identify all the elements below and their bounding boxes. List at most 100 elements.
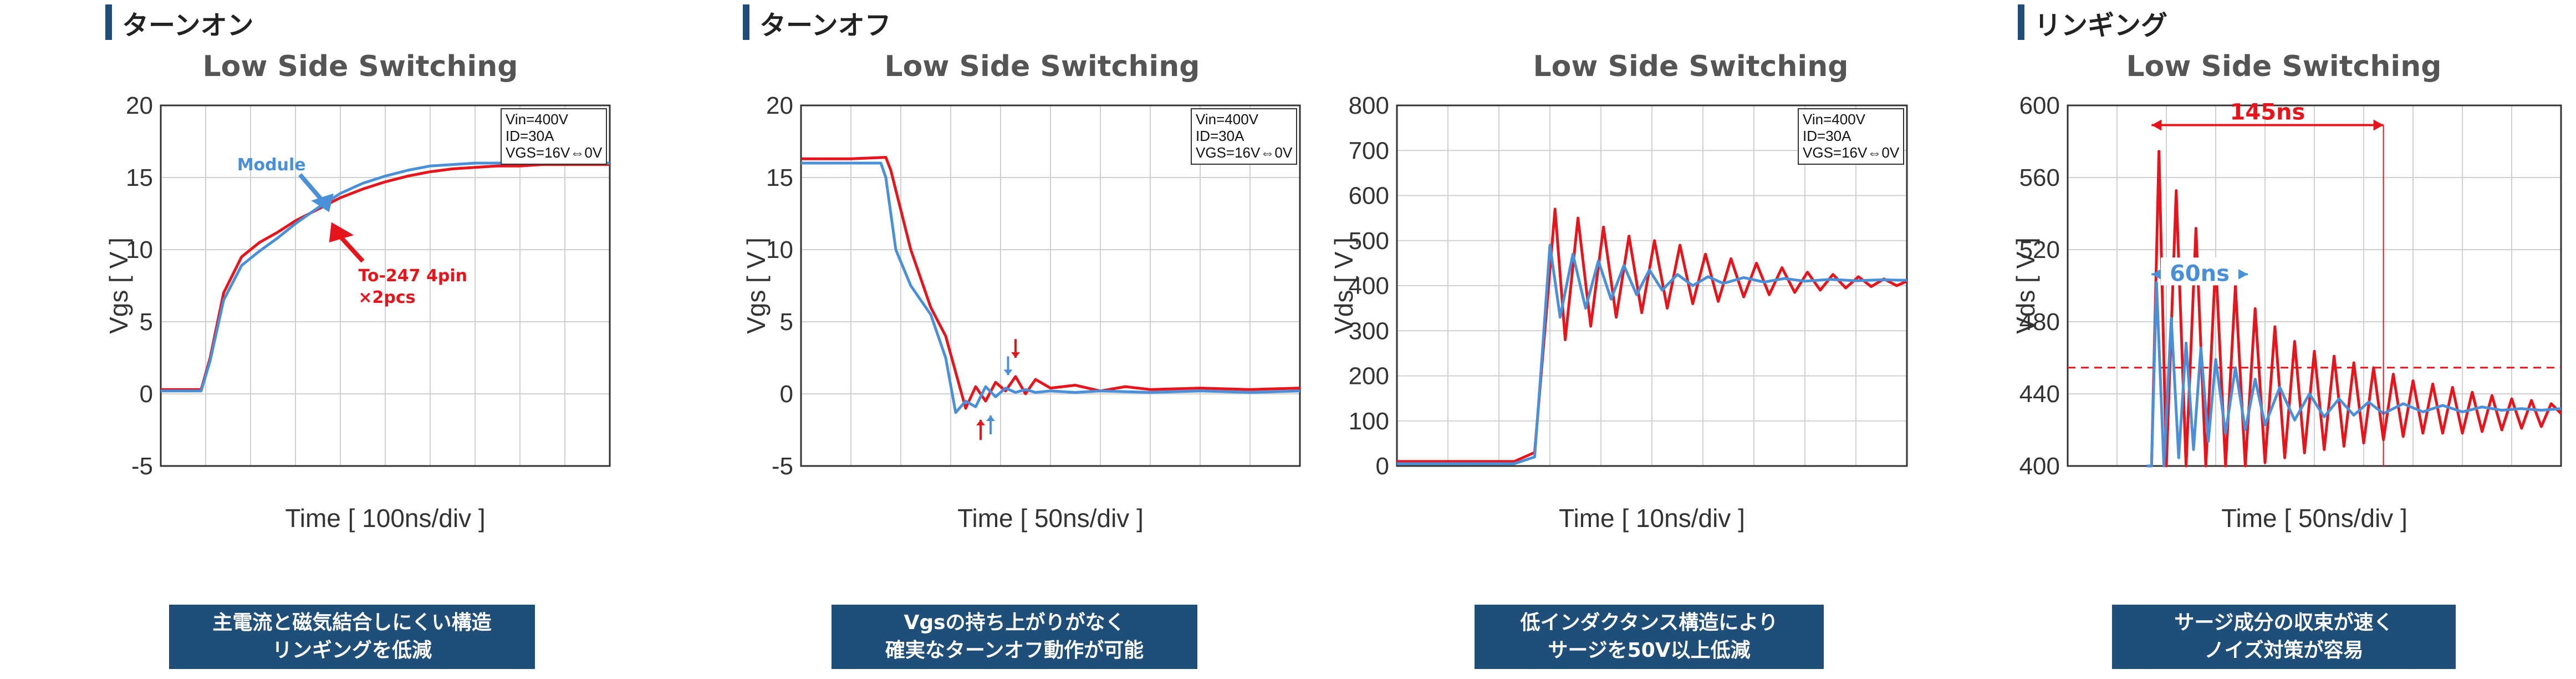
section-marker [743, 4, 749, 40]
y-tick-label: 20 [126, 92, 153, 119]
section-title: ターンオン [122, 10, 254, 41]
condition-text: VGS=16V⇔0V [1803, 144, 1900, 161]
caption-line-1: 主電流と磁気結合しにくい構造 [212, 611, 492, 634]
chart-turn-on: 20 15 10 5 0 -5 Time [ 100ns/div ] Vgs [ V ] Vin… [104, 92, 611, 533]
y-tick-label: 10 [766, 236, 793, 264]
span-145ns-arrow-right [2373, 119, 2384, 131]
annotation-2pcs: ×2pcs [358, 288, 415, 307]
chart-title: Low Side Switching [884, 50, 1200, 83]
y-axis-label: Vds [ V ] [1329, 237, 1358, 334]
chart-title: Low Side Switching [1533, 50, 1849, 83]
y-tick-label: 5 [780, 308, 793, 336]
caption-line-1: 低インダクタンス構造により [1520, 611, 1778, 634]
y-tick-label: 15 [126, 164, 153, 191]
y-tick-label: 700 [1349, 137, 1389, 164]
conditions-box [1798, 108, 1904, 165]
y-axis-label: Vgs [ V ] [742, 237, 771, 334]
chart-turn-off: 20 15 10 5 0 -5 Time [ 50ns/div ] Vgs [ V ] Vin=… [742, 92, 1301, 533]
annotation-to247: To-247 4pin [358, 266, 467, 286]
y-tick-label: -5 [772, 453, 793, 480]
caption-box: Vgsの持ち上がりがなく 確実なターンオフ動作が可能 [832, 605, 1197, 669]
y-tick-label: 10 [126, 236, 153, 264]
y-tick-label: 20 [766, 92, 793, 119]
y-tick-label: 800 [1349, 92, 1389, 119]
caption-line-2: リンギングを低減 [272, 639, 432, 662]
span-60ns-label: 60ns [2170, 261, 2230, 286]
condition-text: VGS=16V⇔0V [1196, 144, 1293, 161]
y-axis-label: Vds [ V ] [2011, 237, 2040, 334]
conditions-box [501, 108, 607, 165]
condition-text: VGS=16V⇔0V [506, 144, 603, 161]
section-title: リンギング [2034, 10, 2168, 41]
y-tick-label: 440 [2019, 381, 2060, 408]
caption-box: 低インダクタンス構造により サージを50V以上低減 [1475, 605, 1824, 669]
chart-vds-surge: 800 700 600 500 400 300 200 100 0 Time [ 10ns/div… [1329, 92, 1908, 533]
y-tick-label: 400 [2019, 453, 2060, 480]
panel-vds-surge: Low Side Switching 800 700 600 500 400 300 200… [1329, 0, 1924, 679]
caption-line-2: サージを50V以上低減 [1548, 639, 1751, 662]
plot-frame [2067, 104, 2562, 467]
y-tick-label: 5 [140, 308, 153, 336]
chart-title: Low Side Switching [2126, 50, 2442, 83]
arrow-head-blue [311, 193, 334, 212]
arrow-up-red-head [976, 419, 985, 425]
condition-text: Vin=400V [1803, 111, 1866, 128]
caption-line-1: Vgsの持ち上がりがなく [904, 611, 1125, 634]
caption-line-2: 確実なターンオフ動作が可能 [885, 639, 1144, 662]
y-tick-label: 0 [140, 381, 153, 408]
annotation-arrow-red [339, 235, 365, 263]
series-line-blue [801, 161, 1300, 414]
y-tick-label: 600 [1349, 183, 1389, 210]
span-60ns-arrow-left [2151, 268, 2162, 280]
chart-ringing: 600 560 520 480 440 400 Time [ 50ns/div ] Vds [… [2011, 92, 2562, 533]
caption-box: 主電流と磁気結合しにくい構造 リンギングを低減 [169, 605, 535, 669]
y-tick-label: 300 [1349, 317, 1389, 344]
condition-text: Vin=400V [1196, 111, 1259, 128]
condition-text: ID=30A [1196, 128, 1244, 144]
y-tick-label: 0 [780, 381, 793, 408]
condition-text: Vin=400V [506, 111, 569, 128]
arrow-head-red [329, 222, 354, 242]
series-line-red [2146, 150, 2562, 468]
span-60ns-bg [2161, 257, 2239, 286]
x-axis-label: Time [ 10ns/div ] [1559, 504, 1745, 533]
caption-box: サージ成分の収束が速く ノイズ対策が容易 [2112, 605, 2456, 669]
y-tick-label: 200 [1349, 363, 1389, 390]
y-tick-label: 0 [1376, 453, 1389, 480]
caption-line-2: ノイズ対策が容易 [2204, 639, 2364, 662]
y-tick-label: 600 [2019, 92, 2060, 119]
series-line-blue [2146, 281, 2562, 468]
arrow-down-blue-head [1003, 369, 1013, 376]
plot-frame [800, 104, 1301, 467]
x-axis-label: Time [ 50ns/div ] [2221, 504, 2407, 533]
section-title: ターンオフ [759, 10, 891, 41]
y-tick-label: 400 [1349, 272, 1389, 300]
plot-frame [160, 104, 611, 467]
y-tick-label: 100 [1349, 408, 1389, 435]
y-tick-label: 15 [766, 164, 793, 191]
section-marker [105, 4, 112, 40]
section-marker [2018, 4, 2024, 40]
y-tick-label: 560 [2019, 164, 2060, 191]
series-line-red [801, 156, 1300, 410]
arrow-up-blue-head [986, 415, 995, 421]
span-145ns-arrow-left [2151, 119, 2162, 131]
chart-title: Low Side Switching [202, 50, 518, 83]
y-tick-label: -5 [131, 453, 153, 480]
panel-turn-on: ターンオン Low Side Switching 20 15 10 5 0 -5 Time … [104, 0, 637, 679]
y-tick-label: 500 [1349, 227, 1389, 255]
y-axis-label: Vgs [ V ] [104, 237, 133, 334]
series-line-blue [1397, 244, 1907, 465]
arrow-down-red-head [1011, 352, 1020, 358]
span-60ns-arrow-right [2237, 268, 2248, 280]
conditions-box [1191, 108, 1297, 165]
annotation-module: Module [237, 155, 306, 175]
panel-turn-off: ターンオフ Low Side Switching 20 15 10 5 0 -5 Time … [742, 0, 1319, 679]
condition-text: ID=30A [506, 128, 554, 144]
plot-frame [1396, 104, 1908, 467]
span-145ns-label: 145ns [2230, 99, 2305, 125]
annotation-arrow-blue [298, 173, 324, 202]
x-axis-label: Time [ 100ns/div ] [285, 504, 485, 533]
panel-ringing: リンギング Low Side Switching 600 560 520 480 440… [2011, 0, 2572, 679]
x-axis-label: Time [ 50ns/div ] [957, 504, 1144, 533]
